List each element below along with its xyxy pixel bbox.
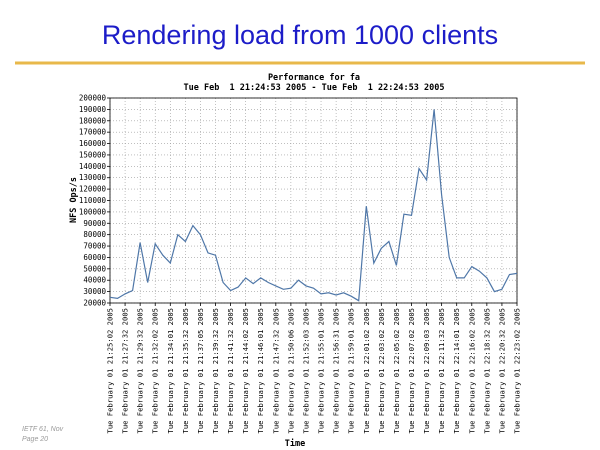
slide-title: Rendering load from 1000 clients [102, 20, 498, 50]
y-tick-label: 120000 [79, 185, 107, 194]
y-tick-label: 70000 [83, 242, 106, 251]
y-axis-label: NFS Ops/s [69, 177, 79, 223]
x-tick-label: Tue February 01 21:39:32 2005 [211, 308, 220, 434]
footer-line: IETF 61, Nov [22, 426, 64, 433]
x-tick-label: Tue February 01 22:05:02 2005 [392, 308, 401, 434]
plot-border [109, 97, 518, 304]
x-tick-label: Tue February 01 21:55:01 2005 [317, 308, 326, 434]
x-tick-label: Tue February 01 22:01:02 2005 [362, 308, 371, 434]
y-tick-label: 80000 [83, 230, 106, 239]
y-tick-label: 60000 [83, 253, 106, 262]
x-tick-label: Tue February 01 21:27:32 2005 [121, 308, 130, 434]
y-tick-label: 200000 [79, 94, 107, 103]
chart-title: Performance for fa [268, 73, 360, 83]
y-tick-label: 100000 [79, 207, 107, 216]
x-axis-label: Time [285, 438, 305, 449]
x-tick-label: Tue February 01 21:47:32 2005 [271, 308, 280, 434]
y-tick-label: 30000 [83, 287, 106, 296]
y-tick-label: 110000 [79, 196, 107, 205]
y-tick-label: 170000 [79, 128, 107, 137]
x-tick-label: Tue February 01 21:52:03 2005 [301, 308, 310, 434]
x-tick-label: Tue February 01 21:35:32 2005 [181, 308, 190, 434]
x-tick-label: Tue February 01 22:16:02 2005 [467, 308, 476, 434]
x-tick-label: Tue February 01 21:44:02 2005 [241, 308, 250, 434]
x-tick-label: Tue February 01 22:11:32 2005 [437, 308, 446, 434]
x-tick-label: Tue February 01 21:46:01 2005 [256, 308, 265, 434]
x-tick-label: Tue February 01 21:34:01 2005 [166, 308, 175, 434]
y-tick-label: 20000 [83, 299, 106, 308]
y-tick-label: 190000 [79, 105, 107, 114]
y-tick-label: 140000 [79, 162, 107, 171]
data-line [109, 109, 518, 302]
x-tick-label: Tue February 01 22:18:32 2005 [482, 308, 491, 434]
y-tick-label: 90000 [83, 219, 106, 228]
x-tick-label: Tue February 01 21:59:01 2005 [347, 308, 356, 434]
x-tick-label: Tue February 01 22:07:02 2005 [407, 308, 416, 434]
x-tick-label: Tue February 01 22:23:02 2005 [513, 308, 522, 434]
chart-subtitle: Tue Feb 1 21:24:53 2005 - Tue Feb 1 22:2… [184, 83, 445, 93]
x-tick-label: Tue February 01 21:56:31 2005 [332, 308, 341, 434]
x-tick-label: Tue February 01 21:29:32 2005 [136, 308, 145, 434]
y-tick-label: 130000 [79, 173, 107, 182]
x-tick-label: Tue February 01 22:09:03 2005 [422, 308, 431, 434]
x-tick-label: Tue February 01 21:37:05 2005 [196, 308, 205, 434]
y-tick-label: 40000 [83, 276, 106, 285]
x-tick-label: Tue February 01 22:20:32 2005 [497, 308, 506, 434]
x-tick-label: Tue February 01 21:50:06 2005 [286, 308, 295, 434]
footer-line: Page 20 [22, 436, 48, 443]
x-tick-label: Tue February 01 22:03:02 2005 [377, 308, 386, 434]
y-tick-label: 50000 [83, 264, 106, 273]
y-tick-label: 160000 [79, 139, 107, 148]
y-tick-label: 180000 [79, 116, 107, 125]
x-tick-label: Tue February 01 21:32:02 2005 [151, 308, 160, 434]
x-tick-label: Tue February 01 22:14:01 2005 [452, 308, 461, 434]
x-tick-label: Tue February 01 21:41:32 2005 [226, 308, 235, 434]
x-tick-label: Tue February 01 21:25:02 2005 [106, 308, 115, 434]
y-tick-label: 150000 [79, 150, 107, 159]
